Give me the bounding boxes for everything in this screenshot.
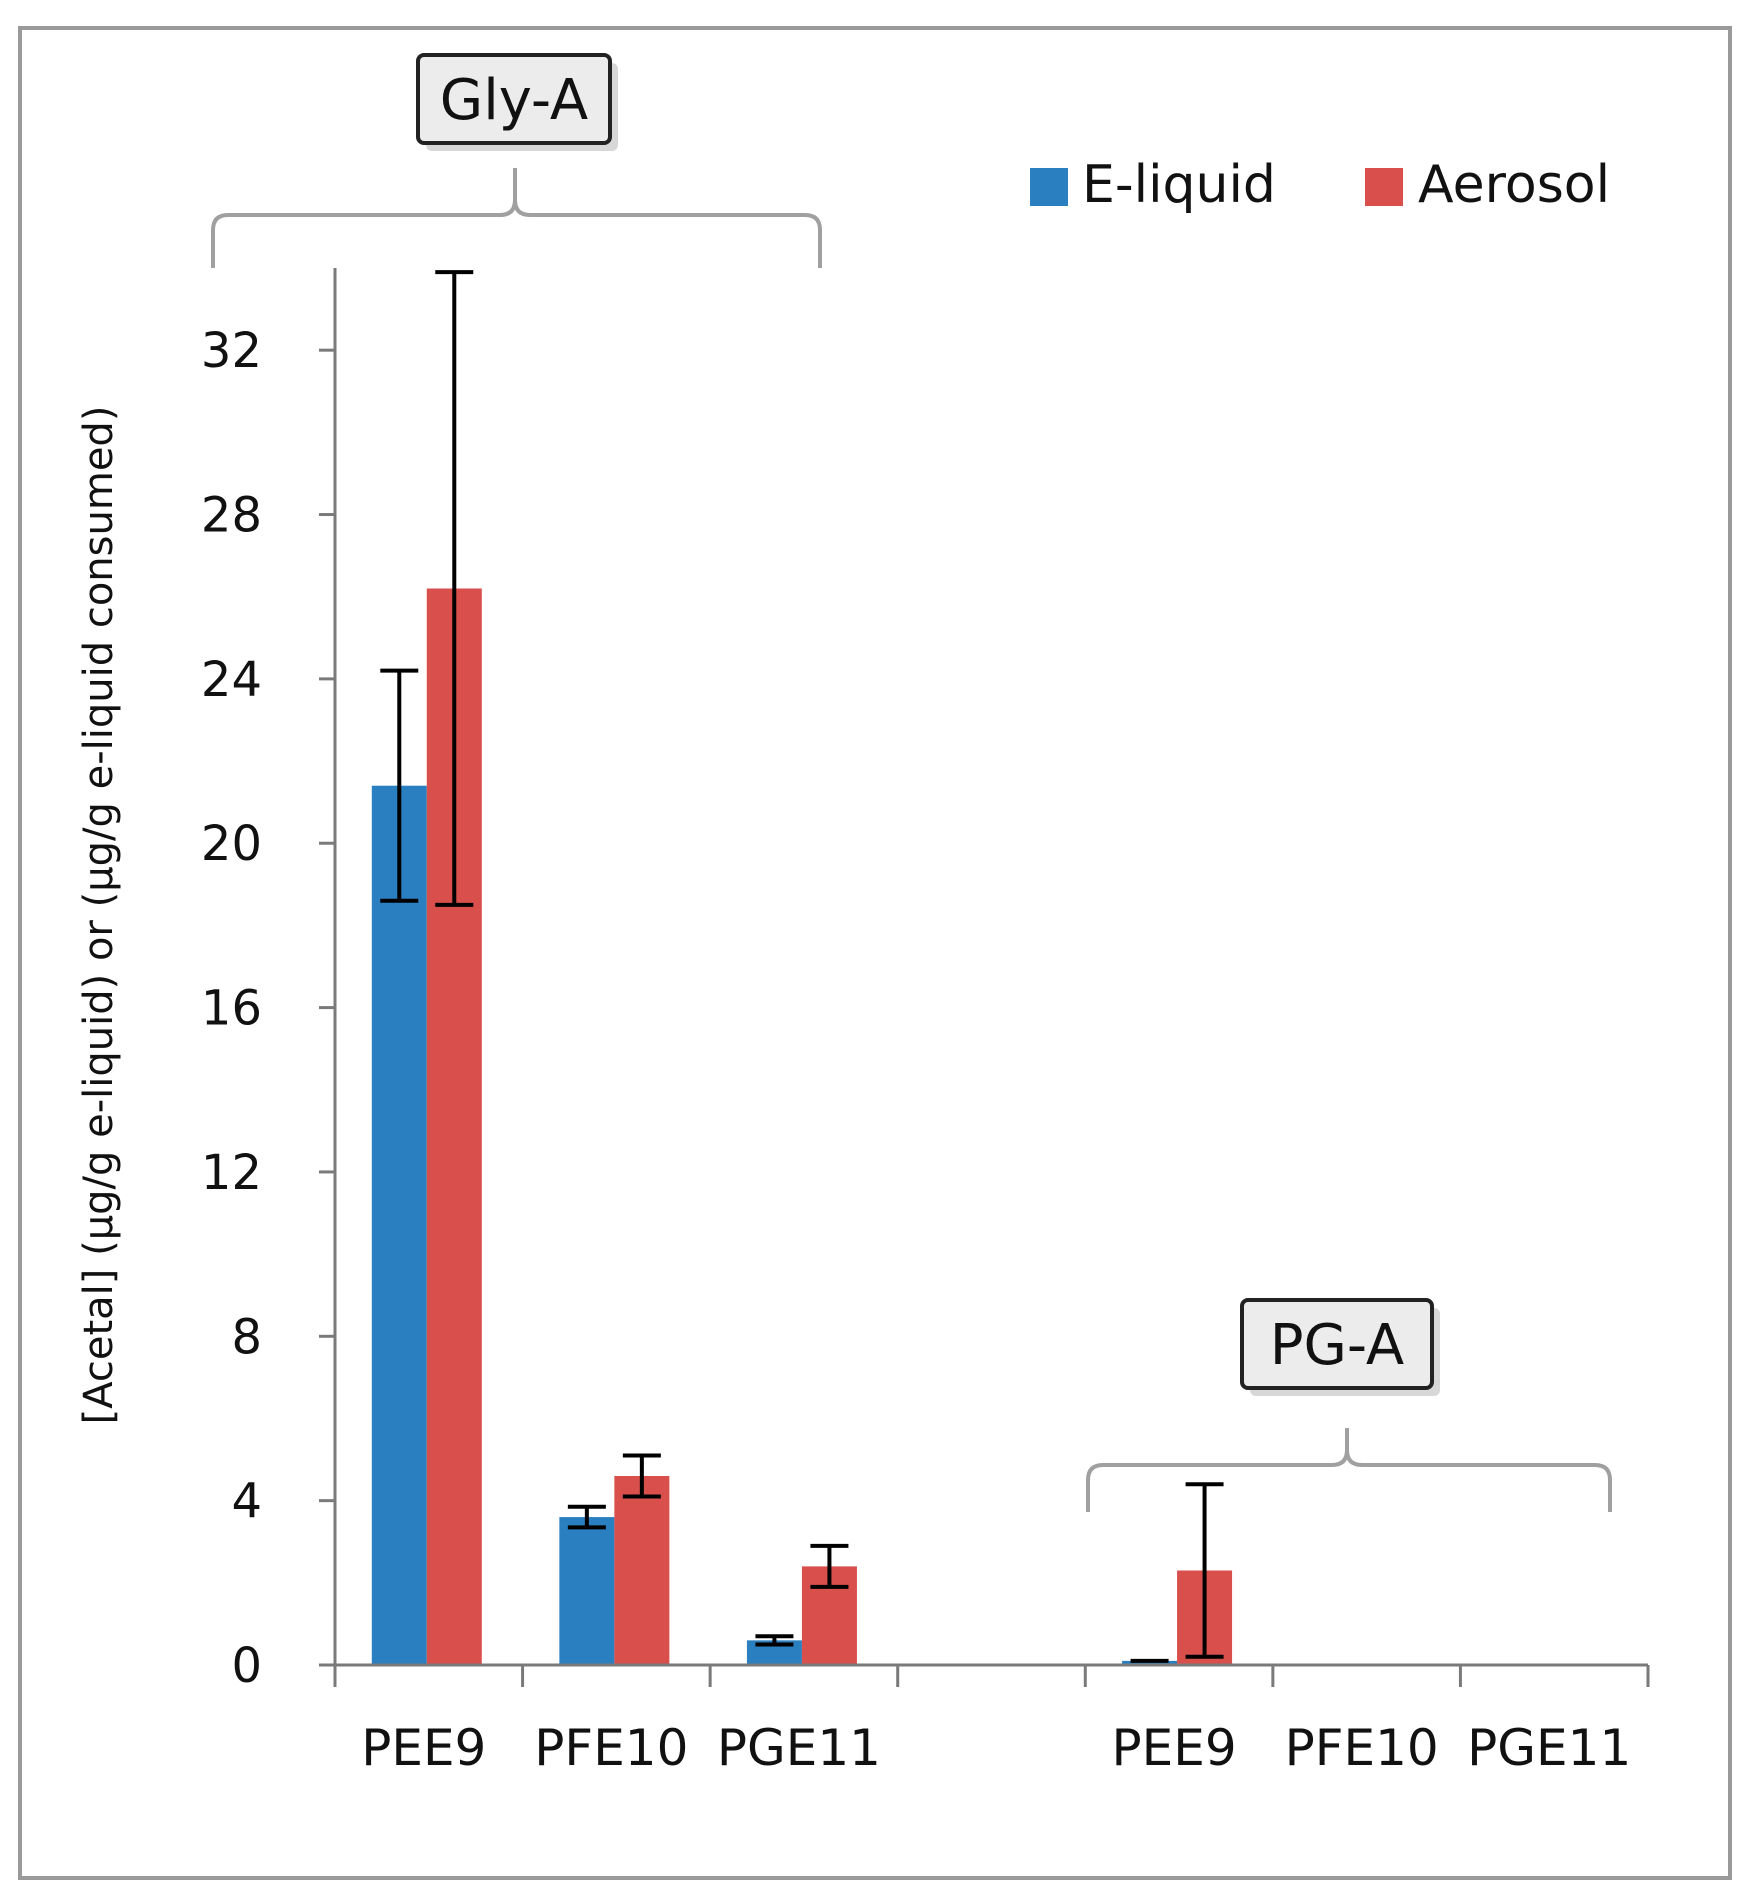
bar-e-liquid	[371, 785, 427, 1665]
group-annotation-gly-a: Gly-A	[211, 53, 822, 268]
legend-swatch-eliquid	[1030, 168, 1068, 206]
x-category-label: PGE11	[1467, 1719, 1631, 1777]
x-category-labels: PEE9 PFE10 PGE11 PEE9 PFE10 PGE11	[361, 1719, 1631, 1777]
pg-a-label: PG-A	[1270, 1313, 1404, 1378]
pg-a-brace	[1086, 1428, 1612, 1512]
x-category-label: PFE10	[534, 1719, 688, 1777]
gly-a-box	[416, 53, 612, 145]
axes	[319, 268, 1650, 1687]
error-bars-layer	[380, 270, 1224, 1663]
bar-e-liquid	[559, 1517, 615, 1665]
y-tick-labels: 0 4 8 12 16 20 24 28 32	[201, 323, 262, 1694]
x-category-label: PGE11	[717, 1719, 881, 1777]
legend-label-eliquid: E-liquid	[1082, 155, 1276, 215]
pg-a-box	[1240, 1298, 1434, 1390]
y-tick-label: 4	[231, 1474, 262, 1530]
y-tick-label: 32	[201, 323, 262, 379]
legend-swatch-aerosol	[1365, 168, 1403, 206]
legend: E-liquid Aerosol	[1030, 155, 1610, 215]
y-tick-label: 20	[201, 816, 262, 872]
y-tick-label: 0	[231, 1638, 262, 1694]
group-annotation-pg-a: PG-A	[1086, 1298, 1612, 1512]
x-category-label: PFE10	[1285, 1719, 1439, 1777]
x-category-label: PEE9	[1111, 1719, 1236, 1777]
y-axis-label: [Acetal] (µg/g e-liquid) or (µg/g e-liqu…	[76, 406, 122, 1425]
x-category-label: PEE9	[361, 1719, 486, 1777]
y-tick-label: 16	[201, 981, 262, 1037]
y-tick-label: 12	[201, 1145, 262, 1201]
y-tick-label: 8	[231, 1309, 262, 1365]
gly-a-brace	[211, 168, 822, 268]
y-tick-label: 28	[201, 488, 262, 544]
bar-e-liquid	[1122, 1660, 1178, 1665]
gly-a-label: Gly-A	[440, 68, 588, 133]
y-tick-label: 24	[201, 652, 262, 708]
legend-label-aerosol: Aerosol	[1418, 155, 1610, 215]
chart-border	[18, 26, 1732, 1880]
bar-aerosol	[614, 1475, 670, 1665]
bars-layer	[371, 588, 1233, 1665]
